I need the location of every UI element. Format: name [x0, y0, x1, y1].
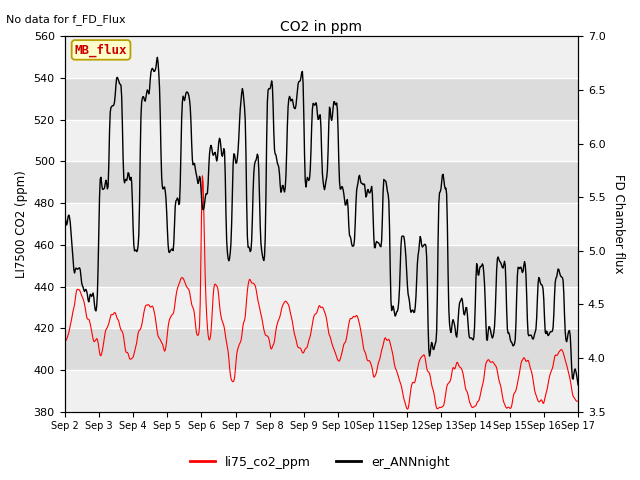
Bar	[65, 203, 578, 245]
Bar	[65, 370, 578, 412]
Title: CO2 in ppm: CO2 in ppm	[280, 20, 362, 34]
Bar	[65, 161, 578, 203]
Bar	[65, 287, 578, 328]
Bar	[65, 245, 578, 287]
Y-axis label: FD Chamber flux: FD Chamber flux	[612, 174, 625, 274]
Y-axis label: LI7500 CO2 (ppm): LI7500 CO2 (ppm)	[15, 170, 28, 278]
Bar	[65, 78, 578, 120]
Bar	[65, 36, 578, 78]
Legend: li75_co2_ppm, er_ANNnight: li75_co2_ppm, er_ANNnight	[186, 451, 454, 474]
Bar	[65, 120, 578, 161]
Bar	[65, 328, 578, 370]
Text: No data for f_FD_Flux: No data for f_FD_Flux	[6, 14, 126, 25]
Text: MB_flux: MB_flux	[75, 43, 127, 57]
